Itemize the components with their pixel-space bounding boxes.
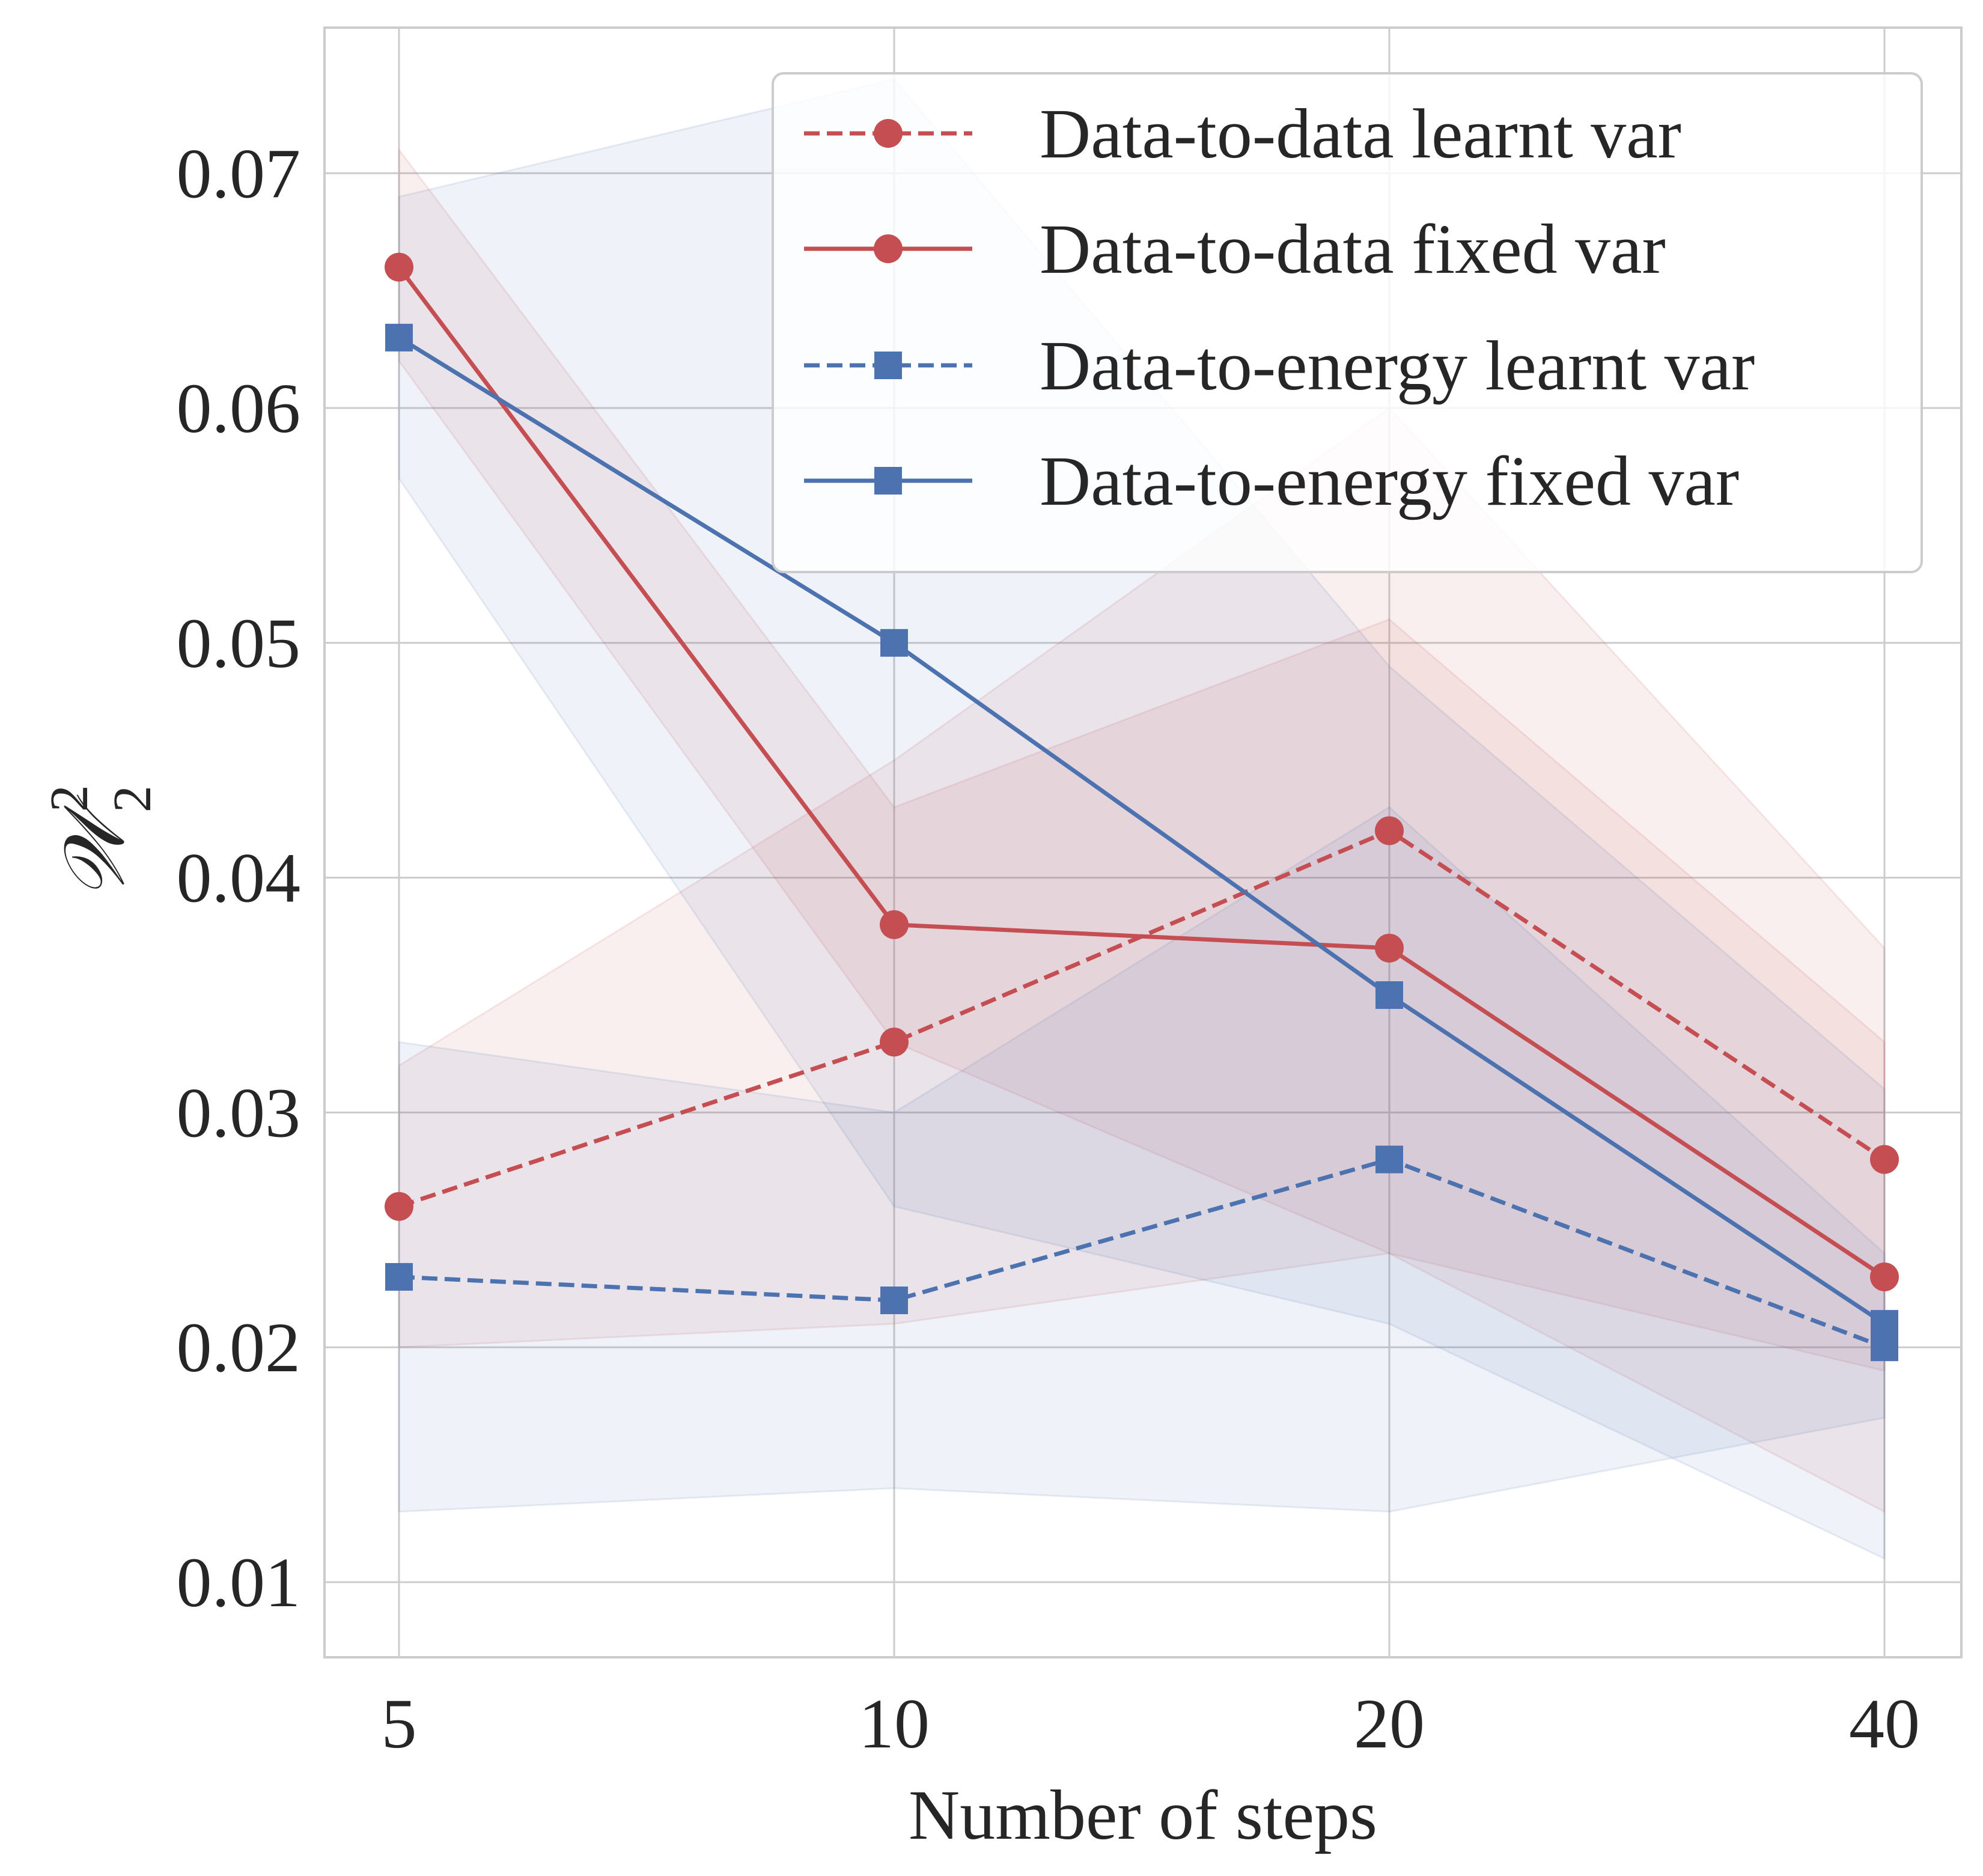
legend-marker [874, 352, 902, 379]
x-tick-label: 40 [1849, 1684, 1920, 1763]
y-tick-label: 0.06 [177, 369, 301, 448]
legend-box [772, 72, 1923, 573]
y-tick-label: 0.02 [177, 1308, 301, 1387]
legend: Data-to-data learnt var Data-to-data fixe… [772, 72, 1923, 573]
point-series-3 [385, 1262, 413, 1291]
point-series-4 [1375, 981, 1403, 1010]
series-lines [397, 266, 1886, 1350]
point-series-1 [1375, 816, 1404, 845]
line-series-2 [397, 266, 1886, 1279]
point-series-2 [1870, 1262, 1899, 1291]
legend-label: Data-to-energy learnt var [1040, 326, 1755, 405]
y-axis-label: 𝒲22 [40, 785, 162, 900]
y-axis-label-symbol: 𝒲 [49, 794, 142, 900]
x-tick-label: 5 [382, 1684, 417, 1763]
x-axis-ticks: 5 10 20 40 [382, 1684, 1921, 1763]
point-series-3 [1375, 1145, 1403, 1174]
point-series-1 [385, 1192, 413, 1221]
legend-entry-2: Data-to-data fixed var [804, 210, 1666, 288]
legend-entry-1: Data-to-data learnt var [804, 94, 1681, 173]
plot-frame [323, 26, 1963, 1658]
legend-entry-4: Data-to-energy fixed var [804, 442, 1739, 520]
y-axis-label-superscript: 2 [40, 785, 99, 812]
legend-marker [874, 119, 903, 148]
band-series-2 [398, 147, 1886, 1514]
line-series-4 [398, 335, 1886, 1326]
legend-label: Data-to-energy fixed var [1040, 442, 1739, 520]
point-series-4 [1871, 1310, 1898, 1338]
point-series-4 [385, 323, 413, 352]
point-series-2 [385, 252, 413, 282]
legend-marker [874, 234, 903, 263]
y-axis-label-subscript: 2 [103, 785, 162, 812]
y-tick-label: 0.03 [177, 1073, 301, 1152]
point-series-3 [1871, 1333, 1898, 1362]
legend-label: Data-to-data fixed var [1040, 210, 1666, 288]
series-markers [385, 252, 1899, 1362]
legend-label: Data-to-data learnt var [1040, 94, 1681, 173]
point-series-1 [1870, 1145, 1899, 1174]
x-axis-label: Number of steps [909, 1776, 1377, 1854]
legend-marker [874, 467, 902, 495]
y-tick-label: 0.01 [177, 1543, 301, 1622]
point-series-2 [880, 910, 909, 939]
band-series-1 [398, 407, 1886, 1372]
y-tick-label: 0.04 [177, 839, 301, 918]
x-tick-label: 10 [859, 1684, 930, 1763]
y-axis-ticks: 0.01 0.02 0.03 0.04 0.05 0.06 0.07 [177, 134, 301, 1622]
y-tick-label: 0.07 [177, 134, 301, 213]
point-series-4 [880, 629, 908, 657]
svg-text:𝒲22: 𝒲22 [40, 785, 162, 900]
x-tick-label: 20 [1354, 1684, 1425, 1763]
legend-entry-3: Data-to-energy learnt var [804, 326, 1755, 405]
point-series-1 [880, 1028, 909, 1057]
point-series-2 [1375, 933, 1404, 963]
y-tick-label: 0.05 [177, 604, 301, 683]
band-series-3 [398, 806, 1886, 1513]
point-series-3 [880, 1287, 908, 1315]
